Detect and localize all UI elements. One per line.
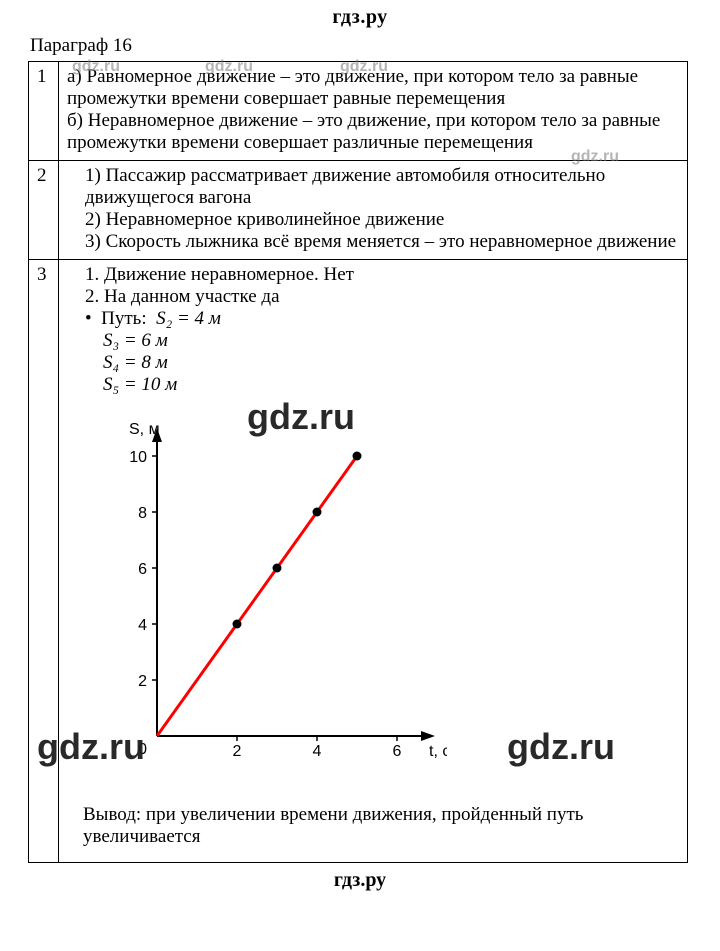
row-number: 1 bbox=[29, 62, 59, 161]
text-line: 1. Движение неравномерное. Нет bbox=[67, 264, 681, 286]
row-content: а) Равномерное движение – это движение, … bbox=[59, 62, 688, 161]
s2-value: S₂ = 4 м bbox=[156, 308, 221, 329]
svg-text:2: 2 bbox=[233, 743, 242, 760]
paragraph-title: Параграф 16 bbox=[0, 31, 720, 61]
svg-text:2: 2 bbox=[138, 673, 147, 690]
bullet-dot: • bbox=[85, 308, 101, 329]
text-line: б) Неравномерное движение – это движение… bbox=[67, 110, 681, 154]
chart-container: gdz.ru gdz.ru gdz.ru 2468100246S, мt, с bbox=[87, 406, 447, 786]
s3-value: S₃ = 6 м bbox=[67, 330, 681, 352]
text-line: а) Равномерное движение – это движение, … bbox=[67, 66, 681, 110]
row-number: 3 bbox=[29, 260, 59, 863]
text-line: 1) Пассажир рассматривает движение автом… bbox=[67, 165, 681, 209]
text-line: 2. На данном участке да bbox=[67, 286, 681, 308]
svg-text:t, с: t, с bbox=[429, 743, 447, 760]
site-footer: гдз.ру bbox=[0, 863, 720, 898]
svg-text:6: 6 bbox=[393, 743, 402, 760]
svg-text:6: 6 bbox=[138, 561, 147, 578]
row-number: 2 bbox=[29, 161, 59, 260]
text-line: 3) Скорость лыжника всё время меняется –… bbox=[67, 231, 681, 253]
svg-text:S, м: S, м bbox=[129, 421, 160, 438]
row-content: 1) Пассажир рассматривает движение автом… bbox=[59, 161, 688, 260]
svg-text:0: 0 bbox=[138, 741, 147, 758]
conclusion-text: Вывод: при увеличении времени движения, … bbox=[67, 786, 681, 856]
text-line: • Путь: S₂ = 4 м bbox=[67, 308, 681, 330]
table-row: 3 1. Движение неравномерное. Нет 2. На д… bbox=[29, 260, 688, 863]
answers-table: 1 а) Равномерное движение – это движение… bbox=[28, 61, 688, 863]
svg-text:4: 4 bbox=[138, 617, 147, 634]
site-header: гдз.ру bbox=[0, 0, 720, 31]
svg-text:8: 8 bbox=[138, 505, 147, 522]
path-label: Путь: bbox=[101, 308, 146, 329]
watermark-large: gdz.ru bbox=[507, 726, 615, 768]
table-row: 1 а) Равномерное движение – это движение… bbox=[29, 62, 688, 161]
svg-text:4: 4 bbox=[313, 743, 322, 760]
s4-value: S₄ = 8 м bbox=[67, 352, 681, 374]
table-row: 2 1) Пассажир рассматривает движение авт… bbox=[29, 161, 688, 260]
text-line: 2) Неравномерное криволинейное движение bbox=[67, 209, 681, 231]
s5-value: S₅ = 10 м bbox=[67, 374, 681, 396]
svg-text:10: 10 bbox=[129, 449, 147, 466]
distance-time-chart: 2 4 6 8 10 0 2 4 6 S, м t, с bbox=[87, 406, 447, 776]
row-content: 1. Движение неравномерное. Нет 2. На дан… bbox=[59, 260, 688, 863]
